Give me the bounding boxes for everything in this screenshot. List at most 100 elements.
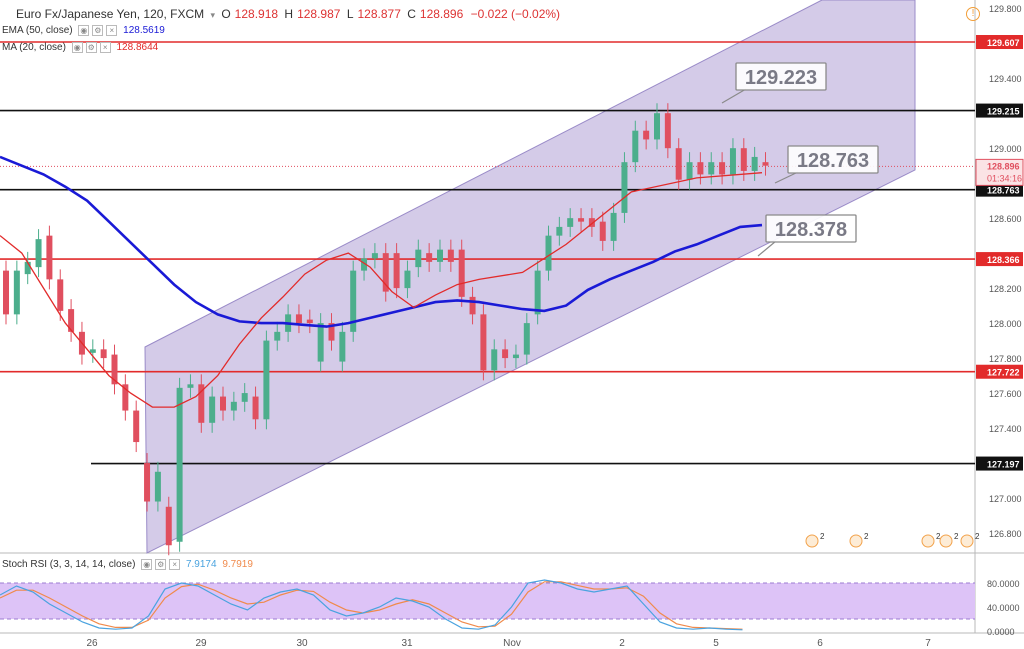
- candle: [675, 148, 682, 180]
- rsi-tick-label: 40.0000: [987, 603, 1020, 613]
- event-count: 2: [954, 532, 959, 541]
- candle: [89, 349, 96, 353]
- candle: [654, 113, 660, 140]
- open-value: 128.918: [234, 7, 279, 21]
- horizontal-levels: [0, 41, 975, 465]
- callout-label: 129.223: [745, 67, 817, 89]
- price-axis: 129.800129.400129.000128.800128.600128.2…: [975, 4, 1024, 539]
- y-tick-label: 129.800: [989, 4, 1022, 14]
- close-icon[interactable]: ×: [169, 559, 181, 570]
- candle: [371, 253, 378, 259]
- candle: [567, 218, 574, 227]
- x-tick-label: 26: [86, 638, 98, 649]
- countdown-label: 01:34:16: [987, 173, 1022, 183]
- warning-icon[interactable]: !: [966, 7, 980, 21]
- level-price-label: 129.607: [987, 38, 1020, 48]
- candle: [100, 349, 107, 359]
- event-marker-icon: [939, 534, 953, 548]
- candle: [382, 253, 389, 292]
- candle: [729, 148, 736, 175]
- eye-icon[interactable]: ◉: [141, 559, 153, 570]
- close-icon[interactable]: ×: [106, 25, 118, 36]
- rsi-tick-label: 0.0000: [987, 627, 1015, 637]
- callout-label: 128.763: [797, 150, 869, 172]
- x-tick-label: 2: [619, 638, 625, 649]
- callout-box: [787, 145, 879, 174]
- time-axis: 26 29 30 31 Nov 2 5 6 7: [86, 638, 931, 649]
- symbol-header: Euro Fx/Japanese Yen, 120, FXCM ▾ O 128.9…: [16, 7, 563, 21]
- candle: [165, 506, 172, 546]
- candle: [176, 387, 183, 542]
- event-marker-icon: [805, 534, 819, 548]
- y-tick-label: 128.200: [989, 284, 1022, 294]
- candle: [610, 212, 617, 241]
- y-tick-label: 127.000: [989, 494, 1022, 504]
- rsi-tick-label: 80.0000: [987, 579, 1020, 589]
- eye-icon[interactable]: ◉: [71, 42, 83, 53]
- x-tick-label: 29: [195, 638, 207, 649]
- ema-legend[interactable]: EMA (50, close) ◉ ⚙ × 128.5619: [2, 25, 168, 36]
- candle: [686, 162, 693, 180]
- settings-icon[interactable]: ⚙: [85, 42, 97, 53]
- rsi-legend[interactable]: Stoch RSI (3, 3, 14, 14, close) ◉ ⚙ × 7.91…: [2, 559, 256, 570]
- candle: [295, 314, 302, 324]
- y-tick-label: 129.000: [989, 144, 1022, 154]
- candle: [122, 384, 129, 411]
- y-tick-label: 128.600: [989, 214, 1022, 224]
- chevron-down-icon[interactable]: ▾: [210, 10, 215, 20]
- ma-value: 128.8644: [116, 42, 159, 54]
- candle: [57, 279, 64, 311]
- level-price-label: 127.197: [987, 460, 1020, 470]
- y-tick-label: 126.800: [989, 529, 1022, 539]
- eye-icon[interactable]: ◉: [78, 25, 90, 36]
- level-price-label: 128.366: [987, 255, 1020, 265]
- event-marker-icon: [960, 534, 974, 548]
- candle: [447, 249, 454, 262]
- close-label: C: [407, 7, 416, 21]
- level-price-label: 128.763: [987, 186, 1020, 196]
- candle: [632, 130, 639, 163]
- rsi-k-line: [0, 579, 743, 631]
- candle: [350, 270, 357, 332]
- level-price-tag: [976, 103, 1023, 118]
- callout-box: [765, 214, 857, 243]
- candle: [415, 249, 422, 268]
- candle: [263, 340, 270, 420]
- candle: [198, 384, 205, 423]
- x-tick-label: 5: [713, 638, 719, 649]
- low-label: L: [346, 7, 354, 21]
- price-callout: 128.378: [757, 214, 857, 257]
- x-tick-label: 6: [817, 638, 823, 649]
- candle: [68, 309, 75, 332]
- settings-icon[interactable]: ⚙: [155, 559, 167, 570]
- candle: [502, 349, 509, 359]
- ascending-channel: [144, 0, 916, 554]
- candle: [241, 393, 248, 402]
- level-price-tag: [976, 364, 1023, 379]
- candle: [24, 261, 31, 275]
- candle: [556, 226, 563, 236]
- y-tick-label: 127.600: [989, 389, 1022, 399]
- candle: [426, 253, 433, 262]
- callout-pointer: [757, 240, 777, 257]
- ma-legend[interactable]: MA (20, close) ◉ ⚙ × 128.8644: [2, 42, 161, 53]
- candle: [361, 258, 368, 271]
- candle: [133, 410, 140, 443]
- ma-label: MA (20, close): [2, 42, 66, 54]
- candle: [708, 162, 715, 175]
- symbol-label[interactable]: Euro Fx/Japanese Yen, 120, FXCM: [16, 7, 205, 21]
- y-tick-label: 129.400: [989, 74, 1022, 84]
- settings-icon[interactable]: ⚙: [92, 25, 104, 36]
- candle: [187, 384, 194, 388]
- candle: [404, 270, 411, 289]
- event-marker-icon: [849, 534, 863, 548]
- close-icon[interactable]: ×: [99, 42, 111, 53]
- candle: [458, 249, 465, 297]
- x-tick-label: Nov: [503, 638, 521, 649]
- callout-box: [735, 62, 827, 91]
- price-callout: 128.763: [774, 145, 879, 184]
- candle: [111, 354, 118, 385]
- candle: [599, 221, 606, 241]
- candle: [643, 130, 650, 140]
